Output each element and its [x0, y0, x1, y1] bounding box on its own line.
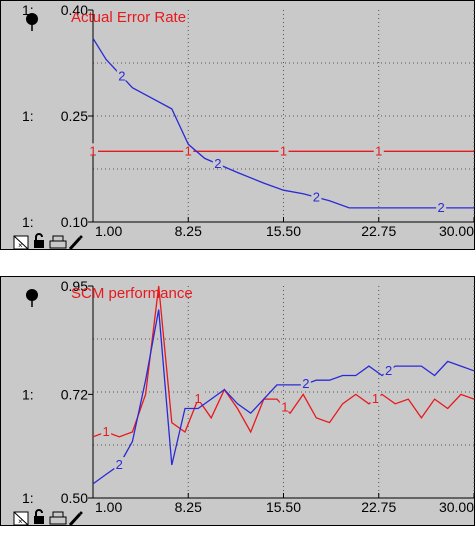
chart-title: Actual Error Rate: [71, 9, 186, 26]
scm-performance-chart-panel: 0.95 0.72 1: 0.50 1: 1.00 8.25 15.50 22.75 30.00 S…: [0, 276, 475, 526]
x-tick-label: 30.00: [439, 223, 474, 239]
pen-icon-body: [68, 236, 82, 250]
error-rate-chart: 0.40 1: 0.25 1: 0.10 1: 1.00 8.25 15.50 22.75 30.0…: [0, 0, 475, 250]
y-axis-prefix: 1:: [22, 214, 34, 230]
x-tick-label: 8.25: [175, 499, 202, 515]
series-1-marker-bg: [279, 399, 290, 412]
series-2-marker: 2: [116, 457, 123, 472]
pen-icon-tip: [79, 235, 83, 239]
series-2-marker-bg: [300, 375, 311, 388]
pin-icon[interactable]: [26, 289, 38, 307]
print-icon[interactable]: [49, 511, 67, 525]
lock-icon-shackle: [35, 233, 43, 240]
series-2-marker-bg: [383, 362, 394, 375]
x-tick-label: 8.25: [175, 223, 202, 239]
scale-icon[interactable]: ×: [13, 511, 29, 526]
series-2-marker-bg: [116, 68, 127, 81]
pen-icon-body: [68, 512, 82, 526]
scale-icon-diagonal: [13, 511, 29, 526]
lock-icon-shackle: [35, 509, 43, 516]
pin-icon-head: [26, 289, 38, 301]
scale-icon-x: ×: [18, 517, 23, 526]
series-2-marker-bg: [114, 457, 125, 470]
pen-icon-tip: [79, 511, 83, 515]
scm-performance-chart: 0.95 0.72 1: 0.50 1: 1.00 8.25 15.50 22.75 30.00 S…: [0, 276, 475, 526]
series-1-marker-bg: [193, 391, 204, 404]
series-2-marker-bg: [212, 156, 223, 169]
scale-icon-x: ×: [18, 241, 23, 250]
lock-icon-body: [34, 240, 44, 248]
print-icon-paper: [52, 511, 64, 518]
y-tick-label: 0.25: [61, 108, 88, 124]
x-tick-label: 15.50: [266, 499, 301, 515]
series-1-marker: 1: [281, 400, 288, 415]
series-1-marker: 1: [89, 143, 96, 158]
x-tick-label: 1.00: [95, 223, 122, 239]
series-1-marker-bg: [101, 424, 112, 437]
print-icon-paper: [52, 235, 64, 242]
series-1-marker: 1: [185, 143, 192, 158]
series-2-marker: 2: [118, 68, 125, 83]
y-tick-label: 0.40: [61, 2, 88, 18]
y-axis-prefix: 1:: [22, 386, 34, 402]
y-tick-label: 0.72: [61, 386, 88, 402]
x-tick-label: 1.00: [95, 499, 122, 515]
series-1-marker: 1: [103, 424, 110, 439]
print-icon[interactable]: [49, 235, 67, 249]
pin-icon-head: [26, 13, 38, 25]
series-1-marker: 1: [194, 391, 201, 406]
series-1-marker-bg: [88, 143, 98, 156]
y-axis-prefix: 1:: [22, 2, 34, 18]
scale-icon[interactable]: ×: [13, 235, 29, 250]
lock-icon[interactable]: [34, 233, 44, 248]
y-tick-label: 0.95: [61, 278, 88, 294]
lock-icon[interactable]: [34, 509, 44, 524]
y-tick-label: 0.10: [61, 214, 88, 230]
y-axis-prefix: 1:: [22, 490, 34, 506]
y-axis-prefix: 1:: [22, 108, 34, 124]
chart-title: SCM performance: [71, 285, 193, 302]
series-2-marker: 2: [313, 189, 320, 204]
error-rate-chart-panel: 0.40 1: 0.25 1: 0.10 1: 1.00 8.25 15.50 22.75 30.0…: [0, 0, 475, 250]
series-2-marker: 2: [438, 200, 445, 215]
scale-icon-diagonal: [13, 235, 29, 250]
x-tick-label: 15.50: [266, 223, 301, 239]
x-tick-label: 22.75: [361, 499, 396, 515]
pin-icon[interactable]: [26, 13, 38, 31]
x-tick-label: 30.00: [439, 499, 474, 515]
toolbar: ×: [13, 233, 83, 250]
series-1-marker: 1: [375, 143, 382, 158]
series-2-marker: 2: [385, 363, 392, 378]
series-2-line: [92, 309, 475, 485]
lock-icon-body: [34, 516, 44, 524]
series-1-marker-bg: [183, 143, 194, 156]
series-1-marker-bg: [278, 143, 289, 156]
series-2-marker-bg: [436, 199, 447, 212]
series-2-line: [92, 37, 474, 209]
series-1-marker-bg: [370, 391, 381, 404]
pen-icon[interactable]: [68, 235, 83, 250]
series-1-marker-bg: [373, 143, 384, 156]
series-1-marker: 1: [280, 143, 287, 158]
x-tick-label: 22.75: [361, 223, 396, 239]
series-2-marker: 2: [302, 376, 309, 391]
y-tick-label: 0.50: [61, 490, 88, 506]
pen-icon[interactable]: [68, 511, 83, 526]
series-2-marker: 2: [214, 156, 221, 171]
series-1-marker: 1: [372, 391, 379, 406]
toolbar: ×: [13, 509, 83, 526]
series-2-marker-bg: [311, 189, 322, 202]
